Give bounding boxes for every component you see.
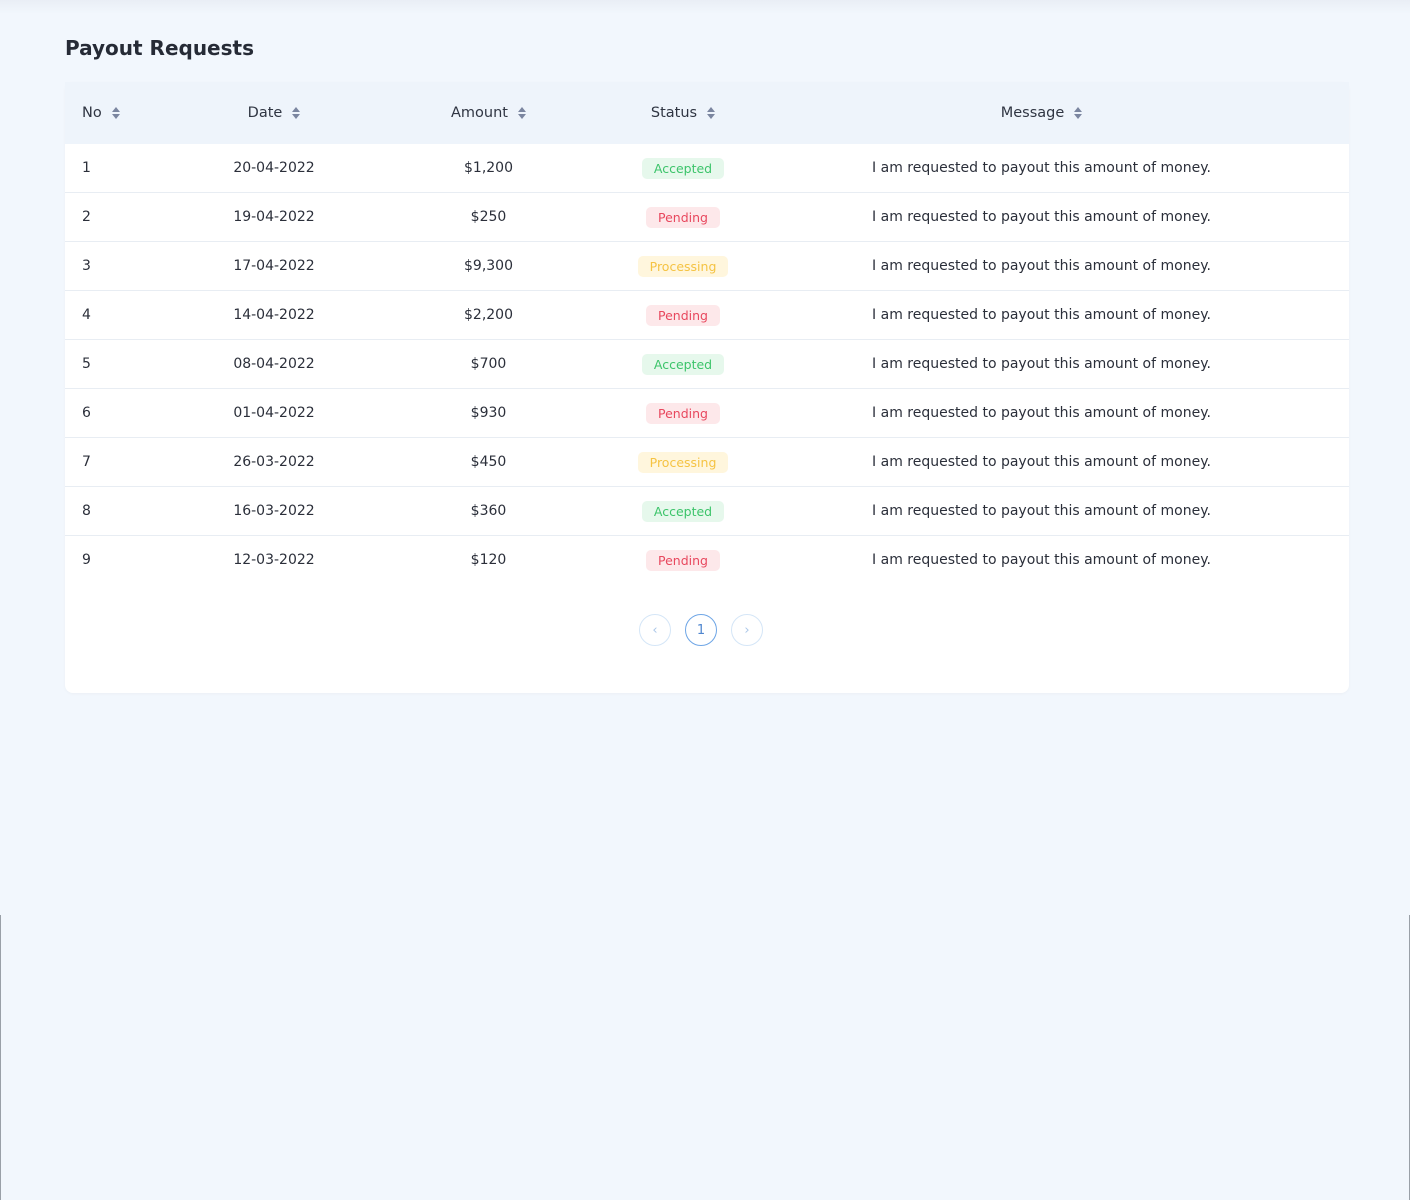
cell-amount: $120 xyxy=(470,552,507,568)
cell-status: Pending xyxy=(632,290,734,340)
cell-message: I am requested to payout this amount of … xyxy=(734,388,1349,438)
column-header-amount[interactable]: Amount xyxy=(345,82,632,144)
cell-date: 08-04-2022 xyxy=(203,339,345,389)
cell-status: Pending xyxy=(632,536,734,585)
sort-icon[interactable] xyxy=(1074,107,1083,119)
cell-date: 26-03-2022 xyxy=(203,437,345,487)
column-header-no[interactable]: No xyxy=(65,82,203,144)
sort-icon[interactable] xyxy=(707,107,716,119)
status-badge: Pending xyxy=(646,402,720,424)
table-row: 5 08-04-2022 $700 Accepted I am requested to… xyxy=(65,339,1349,389)
sort-icon[interactable] xyxy=(111,107,120,119)
cell-message: I am requested to payout this amount of … xyxy=(734,144,1349,193)
cell-no: 5 xyxy=(65,339,203,389)
cell-status: Accepted xyxy=(632,144,734,193)
table-row: 7 26-03-2022 $450 Processing I am requested … xyxy=(65,437,1349,487)
chevron-right-icon: › xyxy=(744,622,750,638)
cell-date: 14-04-2022 xyxy=(203,290,345,340)
column-header-message[interactable]: Message xyxy=(734,82,1349,144)
page-button-1[interactable]: 1 xyxy=(685,614,717,646)
status-badge: Pending xyxy=(646,549,720,571)
prev-page-button[interactable]: ‹ xyxy=(639,614,671,646)
sort-icon[interactable] xyxy=(292,107,301,119)
table-row: 4 14-04-2022 $2,200 Pending I am requested t… xyxy=(65,290,1349,340)
status-badge: Processing xyxy=(637,255,729,277)
status-badge: Pending xyxy=(646,206,720,228)
next-page-button[interactable]: › xyxy=(731,614,763,646)
table-row: 2 19-04-2022 $250 Pending I am requested to … xyxy=(65,192,1349,242)
payout-requests-table: No Date Amount Status Message 1 20-04-202… xyxy=(65,82,1349,584)
cell-amount: $2,200 xyxy=(345,290,632,340)
cell-no: 8 xyxy=(65,486,203,536)
cell-date: 17-04-2022 xyxy=(203,241,345,291)
status-badge: Processing xyxy=(637,451,729,473)
cell-date: 01-04-2022 xyxy=(203,388,345,438)
cell-no: 4 xyxy=(65,290,203,340)
cell-message: I am requested to payout this amount of … xyxy=(734,241,1349,291)
status-badge: Pending xyxy=(646,304,720,326)
cell-status: Accepted xyxy=(632,339,734,389)
pagination: ‹ 1 › xyxy=(65,614,1349,646)
page-title: Payout Requests xyxy=(65,36,254,60)
frame-edge-left xyxy=(0,915,1,1200)
cell-no: 9 xyxy=(82,552,91,568)
cell-message: I am requested to payout this amount of … xyxy=(734,192,1349,242)
cell-message: I am requested to payout this amount of … xyxy=(734,486,1349,536)
table-row: 8 16-03-2022 $360 Accepted I am requested to… xyxy=(65,486,1349,536)
cell-message: I am requested to payout this amount of … xyxy=(734,339,1349,389)
cell-no: 1 xyxy=(65,144,203,193)
table-header-row: No Date Amount Status Message xyxy=(65,82,1349,144)
chevron-left-icon: ‹ xyxy=(652,622,658,638)
cell-date: 16-03-2022 xyxy=(203,486,345,536)
status-badge: Accepted xyxy=(641,500,725,522)
cell-amount: $360 xyxy=(345,486,632,536)
cell-status: Accepted xyxy=(632,486,734,536)
table-row: 9 12-03-2022 $120 Pending I am requested to … xyxy=(65,536,1349,585)
cell-message: I am requested to payout this amount of … xyxy=(734,290,1349,340)
cell-amount: $700 xyxy=(345,339,632,389)
cell-no: 6 xyxy=(65,388,203,438)
cell-no: 2 xyxy=(65,192,203,242)
cell-status: Processing xyxy=(632,437,734,487)
top-bar xyxy=(0,0,1410,14)
cell-amount: $9,300 xyxy=(345,241,632,291)
cell-message: I am requested to payout this amount of … xyxy=(872,552,1211,568)
table-row: 6 01-04-2022 $930 Pending I am requested to … xyxy=(65,388,1349,438)
cell-date: 19-04-2022 xyxy=(203,192,345,242)
sort-icon[interactable] xyxy=(517,107,526,119)
cell-status: Processing xyxy=(632,241,734,291)
cell-no: 7 xyxy=(65,437,203,487)
cell-message: I am requested to payout this amount of … xyxy=(734,437,1349,487)
cell-date: 12-03-2022 xyxy=(233,552,315,568)
cell-amount: $250 xyxy=(345,192,632,242)
cell-amount: $1,200 xyxy=(345,144,632,193)
status-badge: Accepted xyxy=(641,157,725,179)
column-header-status[interactable]: Status xyxy=(632,82,734,144)
cell-date: 20-04-2022 xyxy=(203,144,345,193)
cell-amount: $930 xyxy=(345,388,632,438)
table-row: 1 20-04-2022 $1,200 Accepted I am requested … xyxy=(65,144,1349,193)
column-header-date[interactable]: Date xyxy=(203,82,345,144)
cell-amount: $450 xyxy=(345,437,632,487)
cell-status: Pending xyxy=(632,192,734,242)
table-row: 3 17-04-2022 $9,300 Processing I am requeste… xyxy=(65,241,1349,291)
status-badge: Accepted xyxy=(641,353,725,375)
cell-status: Pending xyxy=(632,388,734,438)
payout-requests-card: No Date Amount Status Message 1 20-04-202… xyxy=(65,82,1349,693)
cell-no: 3 xyxy=(65,241,203,291)
